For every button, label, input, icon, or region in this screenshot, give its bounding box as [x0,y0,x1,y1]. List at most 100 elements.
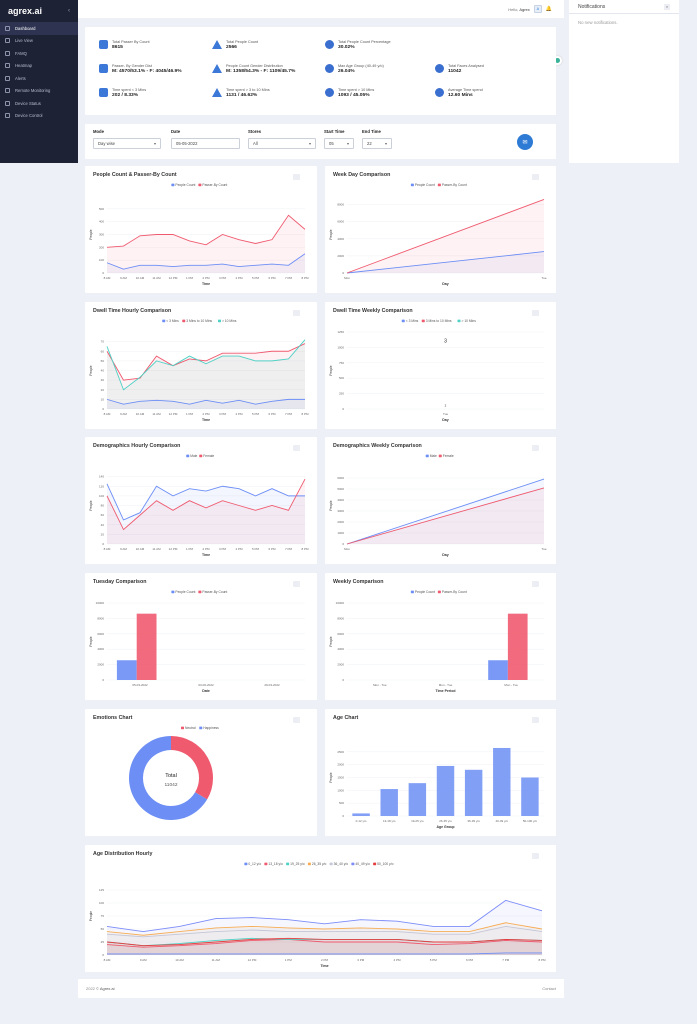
start-time-select[interactable]: 05 ▾ [324,138,354,149]
end-time-select[interactable]: 22 ▾ [362,138,392,149]
legend-swatch[interactable] [198,183,202,187]
bar[interactable] [493,747,511,816]
mode-select[interactable]: Day wise ▾ [93,138,161,149]
stat-item: Total People Count Percentage 30.02% [325,40,391,50]
chart-menu-icon[interactable] [532,853,539,859]
legend-swatch[interactable] [425,454,429,458]
series-line[interactable] [346,251,545,274]
series-line[interactable] [106,339,306,391]
legend-swatch[interactable] [199,454,203,458]
legend-swatch[interactable] [373,862,377,866]
legend-swatch[interactable] [218,319,221,323]
people-count-passer-by-svg: People Count Passer-By Count 0 100 200 300 400… [89,183,309,286]
bar[interactable] [136,613,157,680]
series-line[interactable] [106,483,305,521]
sidebar-item-remote-monitoring[interactable]: Remote Monitoring [0,85,78,98]
legend-swatch[interactable] [457,319,461,323]
series-line[interactable] [107,952,542,955]
chart-menu-icon[interactable] [293,445,300,451]
legend-swatch[interactable] [438,454,442,458]
legend-swatch[interactable] [171,183,175,187]
date-input[interactable]: 05-05-2022 [171,138,240,149]
stores-select[interactable]: All ▾ [248,138,316,149]
sidebar-item-device-control[interactable]: Device Control [0,110,78,123]
sidebar-item-heatmap[interactable]: Heatmap [0,60,78,73]
legend-swatch[interactable] [329,862,333,866]
series-line[interactable] [106,925,543,938]
series-line[interactable] [346,478,545,545]
series-line[interactable] [106,253,306,270]
sidebar-item-famq[interactable]: FAMQ [0,47,78,60]
chart-menu-icon[interactable] [293,717,300,723]
chart-menu-icon[interactable] [532,445,539,451]
legend-swatch[interactable] [244,862,248,866]
chat-icon[interactable] [553,56,562,65]
legend-swatch[interactable] [437,590,441,594]
email-report-button[interactable]: ✉ [517,134,533,150]
sidebar-item-alerts[interactable]: Alerts [0,72,78,85]
sidebar-item-device-status[interactable]: Device Status [0,97,78,110]
chart-menu-icon[interactable] [293,581,300,587]
chart-menu-icon[interactable] [532,174,539,180]
close-icon[interactable]: × [664,3,670,10]
sidebar-item-dashboard[interactable]: Dashboard [0,22,78,35]
legend-swatch[interactable] [162,319,166,323]
bar[interactable] [408,783,427,816]
pie-slice[interactable] [128,736,208,820]
series-line[interactable] [106,899,543,933]
stat-label: Total Passer By Count [112,40,150,44]
bell-icon[interactable]: 🔔 [545,6,552,12]
series-line[interactable] [106,398,305,405]
series-line[interactable] [106,478,306,531]
legend-swatch[interactable] [410,183,414,187]
stat-item: Time spent < 3 Mins 202 / 8.33% [99,88,146,98]
bar[interactable] [436,765,455,816]
bar[interactable] [380,789,398,816]
legend-swatch[interactable] [186,454,190,458]
series-line[interactable] [106,214,306,248]
chart-menu-icon[interactable] [293,310,300,316]
legend-swatch[interactable] [351,862,355,866]
bar[interactable] [507,613,528,680]
legend-swatch[interactable] [421,319,425,323]
legend-swatch[interactable] [199,726,203,730]
series-line[interactable] [106,937,543,947]
contact-link[interactable]: Contact [542,986,556,991]
sidebar-item-live-view[interactable]: Live View [0,35,78,48]
stat-item: Max Age Group (40-49 y/o) 26.04% [325,64,384,74]
bar[interactable] [464,769,483,816]
y-tick-label: 500 [339,801,344,805]
brand[interactable]: agrex.ai ‹ [0,0,78,22]
legend-swatch[interactable] [401,319,405,323]
legend-swatch[interactable] [264,862,268,866]
chart-menu-icon[interactable] [532,310,539,316]
legend-swatch[interactable] [437,183,441,187]
sidebar-collapse-icon[interactable]: ‹ [68,8,70,14]
legend-swatch[interactable] [171,590,175,594]
legend-swatch[interactable] [182,319,186,323]
bar[interactable] [488,660,508,680]
chart-menu-icon[interactable] [532,717,539,723]
chart-menu-icon[interactable] [532,581,539,587]
legend-swatch[interactable] [307,862,311,866]
y-tick-label: 1500 [337,776,344,780]
legend-swatch[interactable] [410,590,414,594]
series-line[interactable] [106,938,543,948]
bar[interactable] [521,777,539,817]
stat-item: People Count Gender Distribution M: 1358/… [212,64,295,74]
legend-swatch[interactable] [198,590,202,594]
avatar[interactable]: A [533,5,542,13]
series-line[interactable] [106,343,306,381]
series-line[interactable] [106,922,543,936]
series-line[interactable] [346,199,545,274]
y-tick-label: 50 [101,359,105,363]
legend-swatch[interactable] [181,726,184,730]
legend-label: Passer-By Count [202,590,227,594]
legend-swatch[interactable] [286,862,290,866]
chart-menu-icon[interactable] [293,174,300,180]
series-area [107,938,542,955]
pie-slice[interactable] [171,736,213,800]
bar[interactable] [352,813,370,816]
bar[interactable] [116,660,137,680]
series-line[interactable] [346,487,545,545]
